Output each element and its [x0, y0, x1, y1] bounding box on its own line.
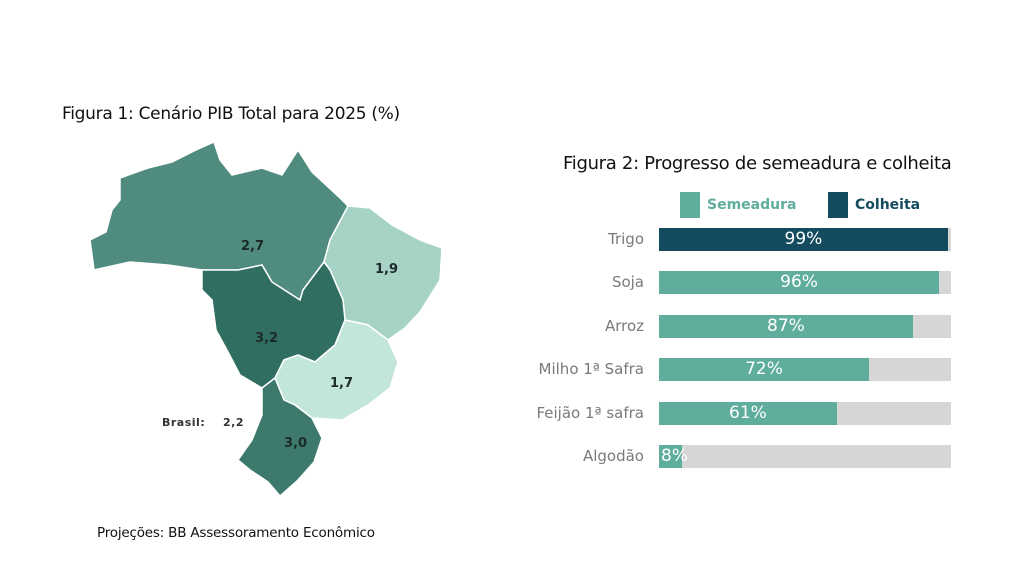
legend-label-semeadura: Semeadura	[707, 197, 797, 213]
bar-trigo	[659, 228, 949, 251]
bar-feijao-1-safra	[659, 402, 838, 425]
map-value-nordeste: 1,9	[375, 262, 398, 277]
brasil-value: 2,2	[223, 416, 244, 429]
bar-track-algodao: 8%	[659, 445, 951, 468]
bar-label-trigo: Trigo	[608, 230, 644, 248]
bar-arroz	[659, 315, 914, 338]
bar-track-soja: 96%	[659, 271, 951, 294]
bar-soja	[659, 271, 940, 294]
legend-label-colheita: Colheita	[855, 197, 921, 213]
bar-value-milho-1-safra: 72%	[745, 359, 783, 379]
bar-value-trigo: 99%	[784, 229, 823, 249]
brasil-label: Brasil:	[162, 416, 205, 429]
bar-value-soja: 96%	[780, 272, 818, 292]
bar-algodao	[659, 445, 683, 468]
bar-value-arroz: 87%	[767, 316, 805, 336]
bar-value-algodao: 8%	[661, 446, 688, 466]
figure2-title: Figura 2: Progresso de semeadura e colhe…	[563, 153, 952, 174]
legend-item-colheita: Colheita	[828, 192, 920, 218]
map-value-centro-oeste: 3,2	[255, 331, 278, 346]
bar-track-feijao-1-safra: 61%	[659, 402, 951, 425]
bar-track-trigo: 99%	[659, 228, 951, 251]
map-value-sul: 3,0	[284, 436, 307, 451]
bar-value-feijao-1-safra: 61%	[729, 403, 767, 423]
bar-milho-1-safra	[659, 358, 870, 381]
map-region-sul	[236, 376, 323, 498]
source-note: Projeções: BB Assessoramento Econômico	[97, 525, 375, 541]
bar-track-arroz: 87%	[659, 315, 951, 338]
legend-swatch-semeadura	[680, 192, 700, 218]
bar-label-algodao: Algodão	[582, 447, 644, 465]
map-value-norte: 2,7	[241, 239, 264, 254]
bar-label-feijao-1-safra: Feijão 1ª safra	[536, 404, 644, 422]
bar-label-soja: Soja	[611, 273, 644, 291]
legend-swatch-colheita	[828, 192, 848, 218]
figure1-title: Figura 1: Cenário PIB Total para 2025 (%…	[62, 104, 400, 124]
bar-track-milho-1-safra: 72%	[659, 358, 951, 381]
map-value-sudeste: 1,7	[330, 376, 353, 391]
bar-label-milho-1-safra: Milho 1ª Safra	[538, 360, 644, 378]
bar-label-arroz: Arroz	[604, 317, 644, 335]
legend-item-semeadura: Semeadura	[680, 192, 796, 218]
